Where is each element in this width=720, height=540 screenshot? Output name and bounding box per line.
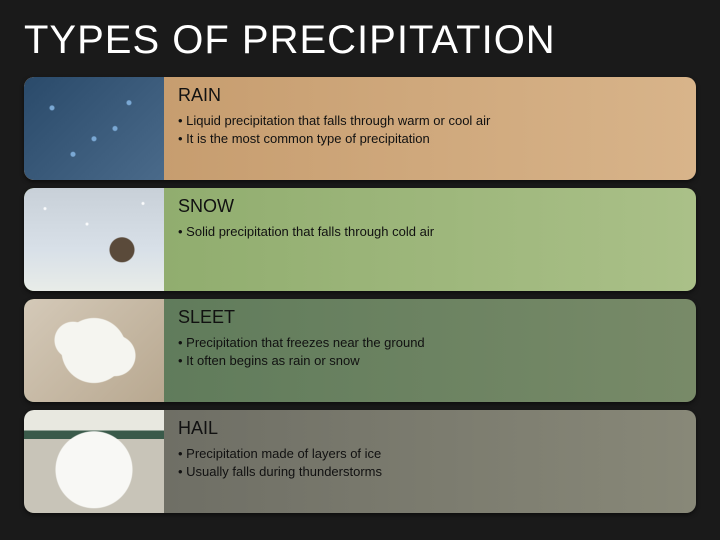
bullet-item: Solid precipitation that falls through c… <box>178 223 434 241</box>
card-content: SLEET Precipitation that freezes near th… <box>164 299 439 402</box>
card-hail: HAIL Precipitation made of layers of ice… <box>24 410 696 513</box>
card-rain: RAIN Liquid precipitation that falls thr… <box>24 77 696 180</box>
bullet-item: Precipitation that freezes near the grou… <box>178 334 425 352</box>
card-title: SLEET <box>178 307 425 328</box>
card-title: RAIN <box>178 85 490 106</box>
bullet-item: Precipitation made of layers of ice <box>178 445 382 463</box>
bullet-list: Liquid precipitation that falls through … <box>178 112 490 147</box>
bullet-list: Solid precipitation that falls through c… <box>178 223 434 241</box>
page-title: TYPES OF PRECIPITATION <box>24 18 696 63</box>
bullet-item: It often begins as rain or snow <box>178 352 425 370</box>
hail-image <box>24 410 164 513</box>
sleet-image <box>24 299 164 402</box>
card-sleet: SLEET Precipitation that freezes near th… <box>24 299 696 402</box>
card-content: SNOW Solid precipitation that falls thro… <box>164 188 448 291</box>
card-title: SNOW <box>178 196 434 217</box>
snow-image <box>24 188 164 291</box>
bullet-item: It is the most common type of precipitat… <box>178 130 490 148</box>
slide: TYPES OF PRECIPITATION RAIN Liquid preci… <box>0 0 720 540</box>
card-content: RAIN Liquid precipitation that falls thr… <box>164 77 504 180</box>
card-snow: SNOW Solid precipitation that falls thro… <box>24 188 696 291</box>
bullet-item: Liquid precipitation that falls through … <box>178 112 490 130</box>
card-content: HAIL Precipitation made of layers of ice… <box>164 410 396 513</box>
bullet-list: Precipitation made of layers of ice Usua… <box>178 445 382 480</box>
bullet-list: Precipitation that freezes near the grou… <box>178 334 425 369</box>
bullet-item: Usually falls during thunderstorms <box>178 463 382 481</box>
card-title: HAIL <box>178 418 382 439</box>
rain-image <box>24 77 164 180</box>
